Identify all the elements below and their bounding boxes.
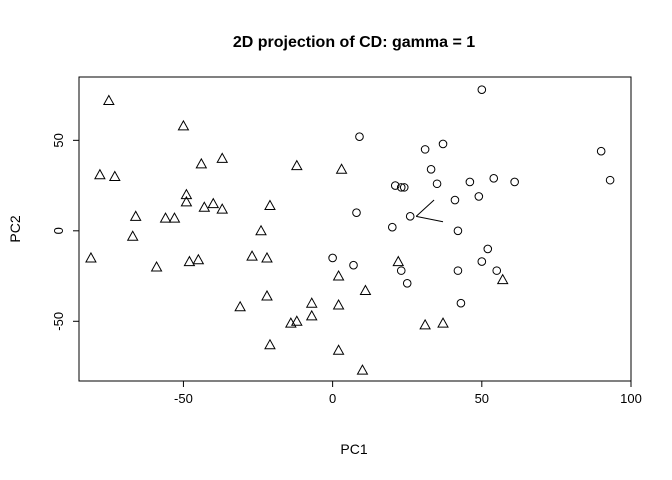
- y-tick-label: -50: [51, 312, 66, 331]
- triangle-point: [177, 119, 190, 131]
- circle-point: [387, 222, 397, 232]
- circle-point: [465, 177, 475, 187]
- triangle-point: [284, 317, 297, 328]
- x-tick-label: 100: [620, 391, 642, 406]
- triangle-point: [356, 364, 369, 375]
- circle-point: [453, 266, 463, 275]
- circle-point: [483, 244, 493, 254]
- triangle-point: [108, 170, 121, 182]
- triangle-point: [180, 195, 193, 207]
- circle-point: [390, 181, 400, 190]
- circle-point: [399, 183, 409, 192]
- circle-point: [474, 192, 484, 201]
- triangle-point: [392, 255, 405, 267]
- triangle-point: [129, 210, 142, 221]
- circle-point: [596, 146, 606, 156]
- triangle-point: [159, 212, 172, 223]
- triangle-point: [85, 251, 97, 263]
- circle-point: [510, 177, 519, 187]
- triangle-point: [305, 309, 318, 321]
- triangle-point: [195, 157, 208, 169]
- triangle-point: [216, 203, 229, 214]
- circle-point: [432, 179, 442, 189]
- x-tick-label: 50: [475, 391, 489, 406]
- triangle-point: [198, 201, 211, 212]
- triangle-point: [332, 344, 345, 355]
- circle-point: [453, 226, 463, 236]
- triangle-point: [290, 315, 303, 326]
- circle-point: [396, 266, 406, 275]
- circle-point: [456, 298, 466, 308]
- circle-point: [352, 208, 361, 218]
- circle-point: [396, 183, 406, 192]
- x-axis: -50 0 50 100: [174, 381, 642, 406]
- circle-point: [438, 139, 448, 149]
- triangle-point: [183, 255, 196, 267]
- y-axis-label: PC2: [7, 215, 23, 242]
- circle-point: [420, 145, 430, 154]
- triangle-point: [264, 199, 276, 210]
- circle-point: [405, 212, 415, 221]
- triangle-point: [234, 300, 246, 312]
- triangle-point: [261, 289, 273, 301]
- y-tick-label: 0: [51, 227, 66, 234]
- circle-point: [402, 278, 412, 288]
- triangle-point: [359, 284, 372, 296]
- circle-point: [426, 164, 436, 174]
- x-axis-label: PC1: [340, 441, 367, 457]
- triangle-point: [437, 317, 449, 328]
- triangle-point: [102, 94, 115, 106]
- triangle-point: [305, 297, 318, 308]
- triangle-point: [255, 224, 267, 236]
- circle-point: [328, 253, 337, 263]
- triangle-point: [168, 212, 181, 223]
- triangle-point: [496, 273, 509, 285]
- triangle-point: [290, 159, 303, 171]
- triangle-point: [419, 318, 431, 330]
- triangle-point: [246, 250, 258, 261]
- circle-point: [489, 174, 499, 183]
- data-points: [85, 85, 615, 375]
- circle-point: [477, 257, 487, 266]
- chart-title: 2D projection of CD: gamma = 1: [233, 34, 475, 51]
- triangle-point: [261, 251, 273, 263]
- arrow-line: [415, 199, 435, 217]
- y-tick-label: 50: [51, 133, 66, 147]
- triangle-point: [192, 253, 205, 265]
- circle-point: [477, 85, 487, 94]
- triangle-point: [264, 338, 276, 350]
- triangle-point: [335, 163, 348, 174]
- arrow-line: [416, 215, 444, 223]
- triangle-point: [207, 197, 220, 209]
- circle-point: [349, 260, 358, 270]
- triangle-point: [332, 270, 345, 281]
- triangle-point: [216, 152, 229, 163]
- circle-point: [355, 132, 364, 142]
- triangle-point: [94, 168, 106, 180]
- triangle-point: [150, 260, 163, 272]
- x-tick-label: 0: [329, 391, 336, 406]
- y-axis: -50 0 50: [51, 133, 79, 331]
- circle-point: [450, 195, 460, 205]
- x-tick-label: -50: [174, 391, 193, 406]
- circle-point: [605, 175, 615, 185]
- plot-frame: [78, 76, 632, 382]
- triangle-point: [332, 298, 345, 310]
- triangle-point: [126, 230, 139, 241]
- circle-point: [492, 266, 502, 275]
- triangle-point: [180, 188, 193, 200]
